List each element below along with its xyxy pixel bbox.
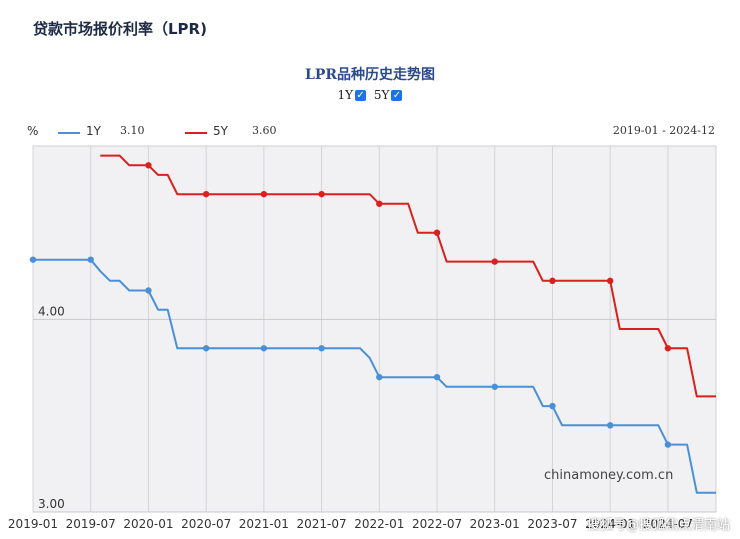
data-point-1y (145, 287, 152, 294)
data-point-5y (606, 277, 614, 285)
data-point-1y (491, 383, 498, 390)
data-point-5y (202, 190, 210, 198)
legend-line-1y (58, 132, 80, 134)
checkbox-1y-icon[interactable]: ✓ (355, 89, 367, 101)
data-point-5y (664, 345, 672, 352)
x-tick-label: 2022-07 (412, 517, 462, 531)
data-point-1y (606, 422, 614, 429)
x-tick-label: 2021-01 (239, 517, 289, 531)
toggle-1y[interactable]: 1Y ✓ (338, 88, 367, 102)
legend-value-1y: 3.10 (120, 124, 145, 137)
data-point-1y (260, 345, 268, 352)
x-tick-label: 2019-01 (8, 517, 58, 531)
data-point-5y (260, 190, 268, 198)
x-tick-label: 2020-07 (181, 517, 231, 531)
data-point-1y (202, 345, 210, 352)
legend-name-5y[interactable]: 5Y (213, 124, 228, 138)
x-tick-label: 2020-01 (123, 517, 173, 531)
series-toggles: 1Y ✓ 5Y ✓ (0, 88, 740, 102)
x-tick-label: 2024-01 (585, 517, 635, 531)
legend-value-5y: 3.60 (252, 124, 277, 137)
data-point-1y (376, 373, 383, 381)
x-tick-label: 2023-01 (470, 517, 520, 531)
legend-name-1y[interactable]: 1Y (86, 124, 101, 138)
data-point-5y (549, 277, 556, 285)
y-tick-label: 3.00 (38, 497, 65, 511)
data-point-5y (145, 162, 152, 169)
data-point-1y (664, 441, 672, 448)
x-tick-label: 2021-07 (297, 517, 347, 531)
source-watermark: chinamoney.com.cn (544, 468, 674, 483)
toggle-5y[interactable]: 5Y ✓ (374, 88, 403, 102)
x-tick-label: 2022-01 (354, 517, 404, 531)
x-tick-label: 2019-07 (66, 517, 116, 531)
data-point-1y (318, 345, 325, 352)
plot-area (32, 145, 717, 513)
x-tick-label: 2023-07 (527, 517, 577, 531)
y-unit-label: % (27, 124, 39, 138)
chart-title: LPR品种历史走势图 (304, 67, 435, 83)
data-point-1y (549, 402, 556, 410)
data-point-5y (376, 200, 383, 207)
toggle-1y-label: 1Y (337, 88, 354, 102)
sohu-watermark: 搜狐号@搜狐焦点渭南站 (586, 518, 730, 533)
checkbox-5y-icon[interactable]: ✓ (391, 89, 403, 101)
data-point-5y (491, 258, 498, 265)
data-point-1y (87, 256, 94, 263)
series-line-5y (100, 154, 716, 398)
date-range-label: 2019-01 - 2024-12 (612, 124, 715, 137)
data-point-1y (29, 256, 37, 263)
series-line-1y (33, 258, 716, 494)
x-tick-label: 2024-07 (643, 517, 693, 531)
data-point-5y (433, 229, 441, 236)
legend-line-5y (185, 132, 207, 134)
legend: % 1Y 3.10 5Y 3.60 2019-01 - 2024-12 (0, 124, 740, 140)
page-title: 贷款市场报价利率（LPR) (33, 20, 207, 38)
data-point-1y (433, 373, 441, 381)
data-point-5y (318, 190, 325, 198)
toggle-5y-label: 5Y (373, 88, 390, 102)
y-tick-label: 4.00 (38, 304, 65, 318)
